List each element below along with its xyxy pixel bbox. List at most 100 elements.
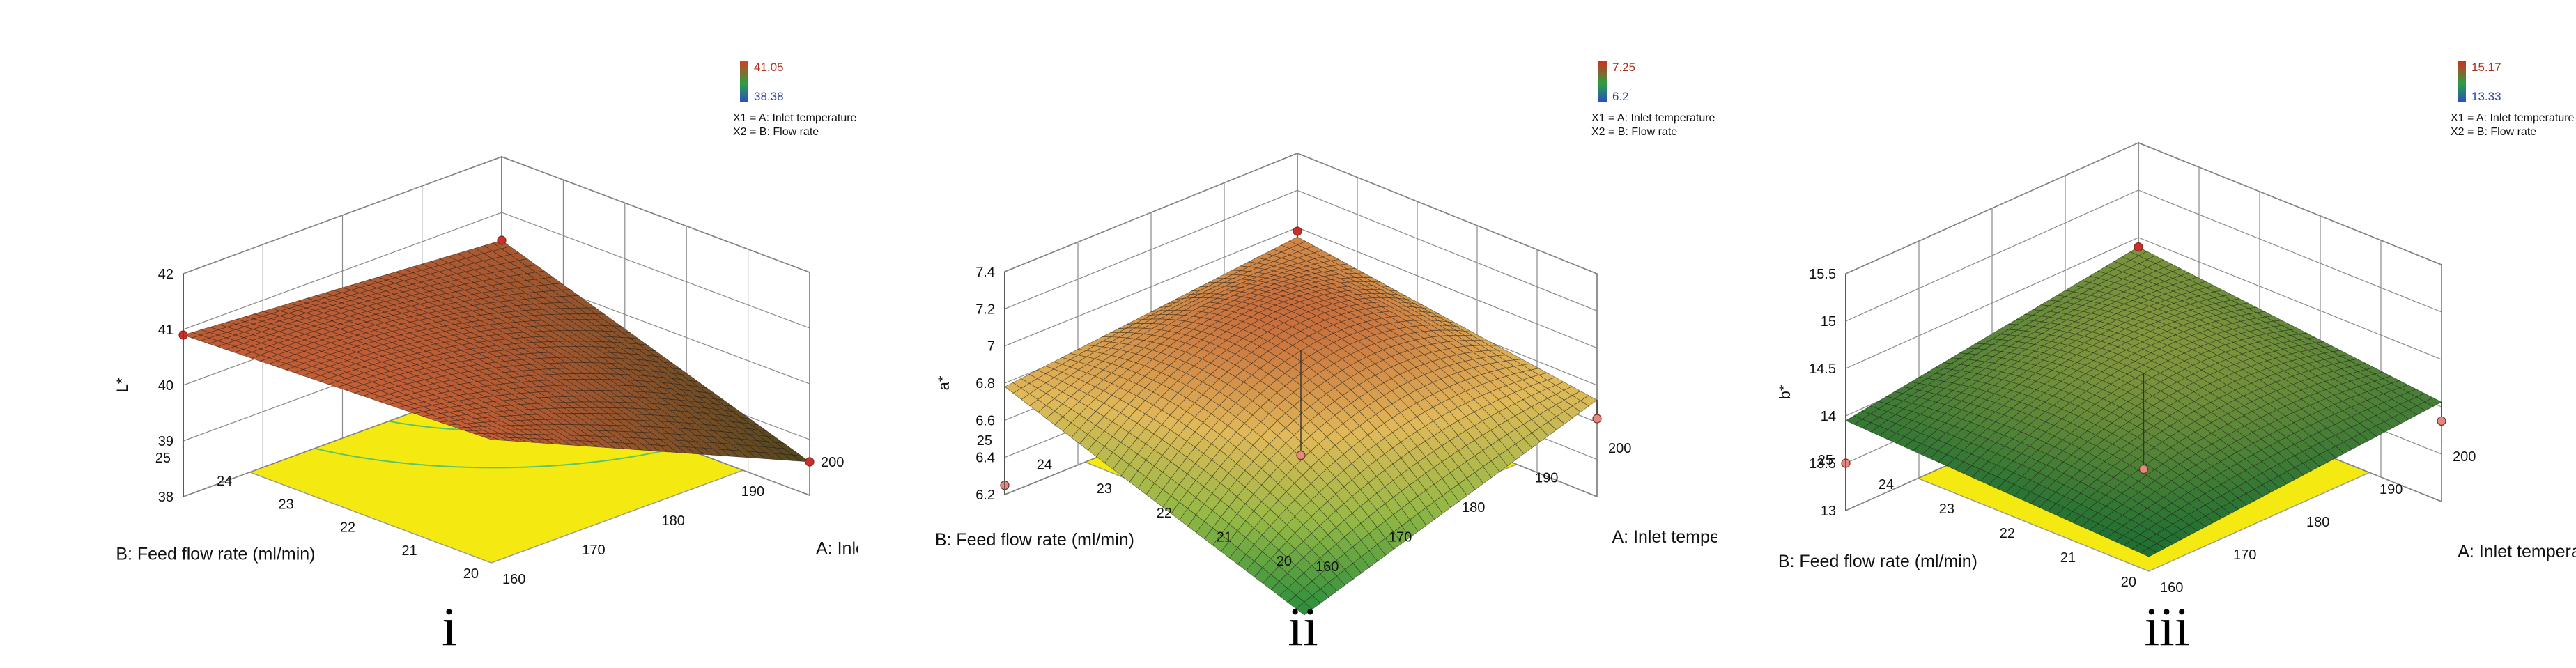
legend: 41.05 38.38 X1 = A: Inlet temperature X2 = … [733,61,857,138]
caption-i: i [442,596,457,657]
chart-svg: 38 39 40 41 42 L* 160 170 180 190 200 20 21 22 23 24 25 A… [114,61,858,587]
y-tick-labels: 20 21 22 23 24 25 [1818,453,2136,590]
x-tick-label: 160 [1316,559,1339,575]
x-tick-labels: 160 170 180 190 200 [2160,449,2476,596]
x-tick-labels: 160 170 180 190 200 [1316,441,1631,575]
legend-factor-x2: X2 = B: Flow rate [1591,126,1677,138]
response-surface [1004,236,1598,616]
panel-i: 38 39 40 41 42 L* 160 170 180 190 200 20 21 22 23 24 25 A… [0,0,858,668]
caption-ii: ii [1288,596,1318,657]
legend-max: 15.17 [2471,61,2501,74]
legend-max: 41.05 [754,61,784,74]
z-tick-label: 6.8 [975,376,995,391]
x-tick-label: 160 [2160,580,2183,596]
y-tick-label: 20 [463,566,479,582]
legend-min: 13.33 [2471,90,2501,103]
y-tick-label: 23 [279,497,294,512]
z-tick-label: 39 [158,434,173,449]
center-point [2138,464,2149,474]
y-tick-label: 21 [2060,550,2076,566]
x-tick-label: 160 [502,572,525,587]
chart-svg: 1313.51414.51515.5b*16017018019020020212… [1776,61,2576,596]
x-tick-labels: 160 170 180 190 200 [502,455,844,587]
panel-iii: 13 13.5 14 14.5 15 15.5 b* 160 170 180 190 200 20 21 2… [1717,0,2576,668]
legend-factor-x1: X1 = A: Inlet temperature [2451,112,2575,124]
y-tick-labels: 20 21 22 23 24 25 [977,433,1292,569]
x-tick-label: 180 [1462,500,1485,515]
legend-max: 7.25 [1612,61,1635,74]
x-axis-label: A: Inlet temperature (Celcius) [2458,542,2576,561]
z-axis-label: b* [1776,385,1794,399]
x-tick-label: 170 [1389,530,1412,545]
z-tick-label: 41 [158,323,173,338]
legend: 7.25 6.2 X1 = A: Inlet temperature X2 = B: … [1591,61,1715,138]
y-tick-label: 25 [1818,453,1833,468]
x-tick-label: 190 [741,484,764,499]
y-axis-label: B: Feed flow rate (ml/min) [1778,552,1977,571]
design-point [497,235,507,245]
x-tick-label: 180 [2306,515,2329,530]
z-tick-label: 15.5 [1809,267,1836,282]
x-tick-label: 200 [1608,441,1631,456]
legend-factor-x2: X2 = B: Flow rate [2451,126,2536,138]
y-tick-label: 22 [2000,526,2015,541]
x-tick-label: 170 [582,543,605,558]
y-tick-label: 20 [1277,554,1292,569]
y-tick-label: 23 [1939,502,1954,517]
design-point [1293,226,1302,236]
plot-area [1841,141,2446,572]
design-point [805,457,815,467]
x-tick-label: 200 [821,455,844,470]
y-axis-label: B: Feed flow rate (ml/min) [116,544,315,564]
chart-svg: 6.2 6.4 6.6 6.8 7 7.2 7.4 a* 160 170 180 190 200 20 21… [935,61,1718,616]
z-axis-label: L* [114,378,131,392]
z-tick-labels: 6.2 6.4 6.6 6.8 7 7.2 7.4 [975,265,995,503]
z-tick-label: 15 [1821,314,1836,329]
legend-min: 38.38 [754,90,784,103]
caption-iii: iii [2144,596,2190,657]
z-tick-label: 40 [158,378,173,394]
x-tick-label: 180 [662,513,685,529]
design-point [2437,416,2446,426]
z-axis-label: a* [935,375,952,390]
y-tick-label: 24 [1037,458,1052,473]
panel-ii: 6.2 6.4 6.6 6.8 7 7.2 7.4 a* 160 170 180 190 200 20 21… [858,0,1717,668]
y-tick-label: 21 [401,543,417,559]
z-tick-label: 7 [987,339,995,355]
z-tick-label: 7.2 [975,302,995,317]
legend-colorbar [740,61,748,102]
y-tick-label: 24 [217,474,232,489]
y-tick-label: 20 [2121,575,2136,590]
legend-factor-x2: X2 = B: Flow rate [733,126,819,138]
y-tick-label: 21 [1217,529,1232,545]
y-tick-label: 22 [340,520,355,536]
y-tick-label: 25 [155,451,171,466]
z-tick-label: 13 [1821,504,1836,519]
design-point [2134,242,2143,252]
legend-factor-x1: X1 = A: Inlet temperature [1591,112,1715,124]
z-tick-label: 14.5 [1809,362,1836,377]
z-tick-label: 6.4 [975,451,995,466]
x-tick-label: 190 [1535,471,1558,486]
y-tick-label: 22 [1157,506,1172,521]
y-tick-label: 25 [977,433,992,449]
z-tick-label: 6.6 [975,413,995,428]
response-surface [1845,247,2442,557]
z-tick-label: 42 [158,267,173,282]
y-tick-labels: 20 21 22 23 24 25 [155,451,479,582]
x-tick-label: 190 [2380,482,2403,497]
z-tick-label: 6.2 [975,488,995,503]
y-axis-label: B: Feed flow rate (ml/min) [935,530,1134,550]
center-point [1296,450,1306,460]
x-axis-label: A: Inlet temperature (Celcius) [1612,527,1718,547]
legend-factor-x1: X1 = A: Inlet temperature [733,112,857,124]
y-tick-label: 24 [1879,477,1894,492]
z-tick-label: 13.5 [1809,456,1836,472]
design-point [1592,414,1602,424]
response-surface [182,240,811,463]
legend-colorbar [1598,61,1607,102]
z-tick-label: 7.4 [975,265,995,280]
legend-min: 6.2 [1612,90,1629,103]
z-tick-label: 14 [1821,409,1836,424]
